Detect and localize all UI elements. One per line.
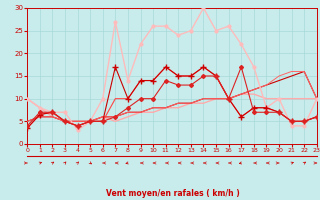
- Text: Vent moyen/en rafales ( km/h ): Vent moyen/en rafales ( km/h ): [106, 189, 240, 198]
